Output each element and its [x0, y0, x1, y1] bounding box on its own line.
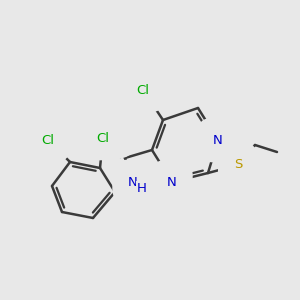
Text: N: N: [213, 134, 223, 146]
Text: Cl: Cl: [41, 134, 55, 146]
Text: S: S: [234, 158, 242, 172]
Text: N: N: [128, 176, 138, 188]
Text: O: O: [108, 130, 118, 142]
Text: H: H: [137, 182, 147, 196]
Text: Cl: Cl: [97, 131, 110, 145]
Text: N: N: [167, 176, 177, 188]
Text: Cl: Cl: [136, 83, 149, 97]
